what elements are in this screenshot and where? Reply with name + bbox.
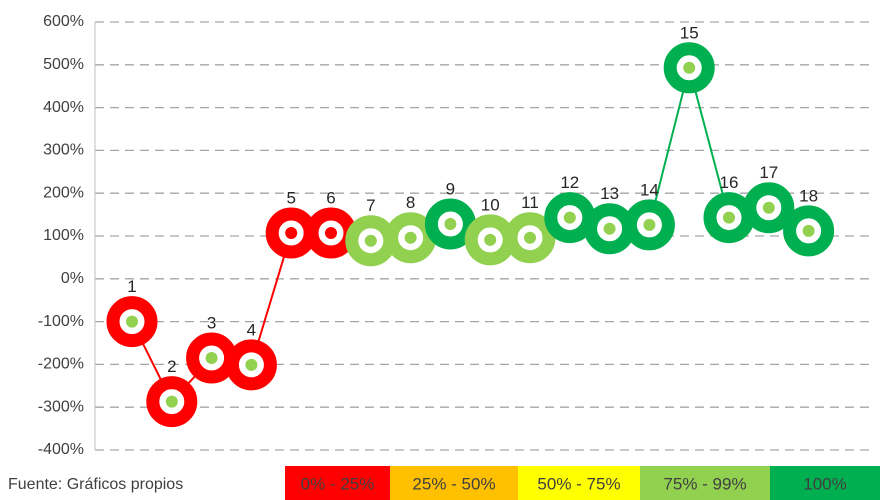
ring-dot bbox=[404, 231, 417, 244]
point-label: 7 bbox=[366, 196, 375, 215]
y-tick-label: 0% bbox=[61, 270, 84, 287]
legend-label: 50% - 75% bbox=[537, 474, 620, 493]
legend-label: 25% - 50% bbox=[412, 474, 495, 493]
ring-dot bbox=[205, 351, 218, 364]
point-label: 18 bbox=[799, 186, 818, 205]
ring-dot bbox=[126, 315, 138, 328]
legend-label: 0% - 25% bbox=[301, 474, 375, 493]
ring-dot bbox=[285, 227, 298, 240]
legend-label: 75% - 99% bbox=[663, 474, 746, 493]
point-label: 13 bbox=[600, 184, 619, 203]
y-tick-label: 200% bbox=[43, 184, 84, 201]
point-label: 6 bbox=[326, 188, 335, 207]
ring-dot bbox=[444, 218, 457, 231]
point-label: 3 bbox=[207, 313, 216, 332]
y-tick-label: 400% bbox=[43, 99, 84, 116]
ring-dot bbox=[245, 358, 258, 371]
y-tick-label: -200% bbox=[38, 356, 84, 373]
ring-dot bbox=[802, 224, 815, 237]
legend-label: 100% bbox=[803, 474, 846, 493]
legend-swatch bbox=[518, 466, 640, 500]
y-tick-label: 500% bbox=[43, 56, 84, 73]
legend-swatch bbox=[285, 466, 390, 500]
point-label: 10 bbox=[481, 195, 500, 214]
point-label: 15 bbox=[680, 23, 699, 42]
ring-dot bbox=[165, 395, 178, 408]
ring-dot bbox=[643, 218, 656, 231]
ring-dot bbox=[762, 201, 775, 214]
y-tick-label: 300% bbox=[43, 142, 84, 159]
ring-dot bbox=[325, 227, 337, 240]
ring-dot bbox=[524, 231, 536, 244]
connector bbox=[648, 67, 691, 226]
legend-swatch bbox=[390, 466, 518, 500]
ring-dot bbox=[364, 234, 377, 247]
point-label: 9 bbox=[446, 180, 455, 199]
ring-dot bbox=[603, 222, 616, 235]
point-label: 16 bbox=[720, 173, 739, 192]
connector bbox=[688, 67, 730, 218]
legend-swatch bbox=[770, 466, 880, 500]
y-tick-label: -400% bbox=[38, 441, 84, 458]
point-label: 2 bbox=[167, 357, 176, 376]
point-label: 11 bbox=[521, 193, 539, 212]
ring-dot bbox=[563, 211, 576, 224]
legend-swatch bbox=[640, 466, 770, 500]
y-tick-label: 100% bbox=[43, 227, 84, 244]
point-label: 5 bbox=[286, 188, 295, 207]
point-label: 1 bbox=[127, 277, 136, 296]
ring-dot bbox=[723, 211, 735, 224]
point-label: 14 bbox=[640, 180, 659, 199]
source-note: Fuente: Gráficos propios bbox=[8, 476, 183, 493]
y-tick-label: -300% bbox=[38, 398, 84, 415]
ring-dot bbox=[683, 61, 696, 74]
point-label: 8 bbox=[406, 193, 415, 212]
y-tick-label: -100% bbox=[38, 313, 84, 330]
point-label: 17 bbox=[759, 163, 778, 182]
point-label: 4 bbox=[247, 320, 256, 339]
point-label: 12 bbox=[560, 173, 579, 192]
y-tick-label: 600% bbox=[43, 13, 84, 30]
ring-dot bbox=[484, 233, 497, 246]
